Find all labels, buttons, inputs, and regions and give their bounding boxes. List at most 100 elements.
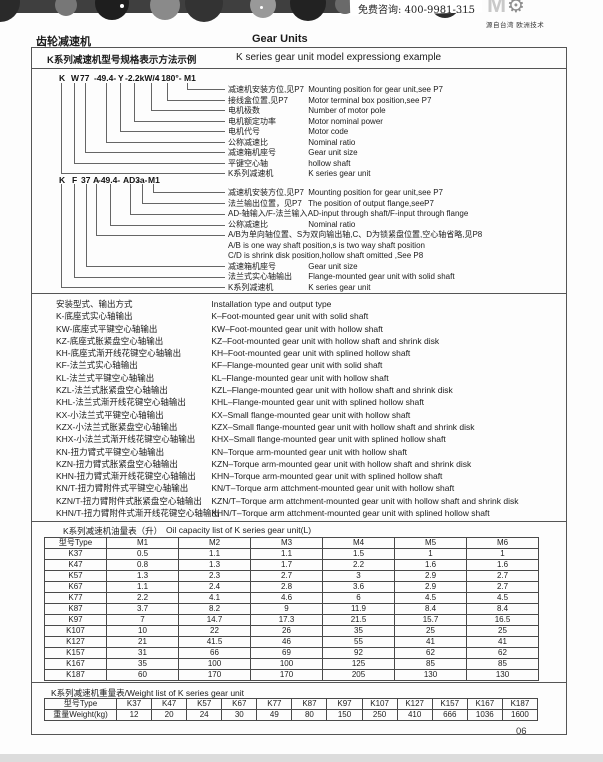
connector-line	[120, 83, 225, 132]
weight-table: 型号Type K37 K47 K57 K67 K77 K87 K97 K107 K127 K157…	[44, 698, 539, 721]
oil-table-row: K127 21 41.5 46 55 41 41	[44, 636, 539, 648]
oil-table-type-cell: K97	[44, 614, 107, 626]
connector-line	[151, 83, 225, 111]
installation-row-en: KZ–Foot-mounted gear unit with hollow sh…	[211, 335, 440, 346]
code-label-cn: 减速机安装方位,见P7	[228, 188, 305, 197]
oil-table-value-cell: 205	[322, 669, 395, 681]
oil-table-value-cell: 2.2	[322, 559, 395, 571]
oil-table-value-cell: 22	[178, 625, 251, 637]
decorative-shape	[0, 0, 20, 22]
scan-edge-strip	[0, 754, 603, 762]
installation-row: KW-底座式平键空心轴输出 KW–Foot-mounted gear unit …	[56, 323, 518, 335]
connector-line	[84, 83, 225, 153]
model-code-part: - 180°-	[156, 73, 182, 83]
connector-line	[110, 184, 225, 226]
installation-row: KN-扭力臂式平键空心轴输出 KN–Torque arm-mounted gea…	[56, 446, 518, 458]
decorative-shape	[95, 0, 129, 20]
oil-table-value-cell: 41	[466, 636, 539, 648]
installation-row-en: K–Foot-mounted gear unit with solid shaf…	[211, 311, 369, 322]
code-label-row: 法兰式实心轴输出 Flange-mounted gear unit with s…	[228, 272, 468, 283]
code-label-cn: AD-轴输入/F-法兰输入	[228, 209, 308, 218]
weight-table-model-cell: K67	[221, 698, 258, 710]
installation-row-cn: KZN-扭力臂式胀紧盘空心轴输出	[56, 458, 178, 469]
connector-line	[73, 83, 225, 164]
oil-table-value-cell: 1.7	[250, 559, 323, 571]
oil-table-value-cell: 2.3	[178, 570, 251, 582]
divider	[32, 68, 566, 69]
brand-logo-letter: M	[487, 0, 507, 17]
weight-table-title: K系列减速机重量表/Weight list of K series gear u…	[51, 688, 245, 698]
connector-line	[61, 83, 225, 174]
connector-line	[61, 184, 225, 288]
code-label-en: K series gear unit	[308, 169, 371, 178]
oil-table-value-cell: 1.3	[106, 570, 179, 582]
weight-table-value-cell: 24	[186, 709, 223, 721]
code-label-cn: K系列减速机	[228, 282, 274, 292]
box-title-en: K series gear unit model expressiong exa…	[236, 52, 442, 63]
oil-table-type-cell: K67	[44, 581, 107, 593]
code-label-cn: 减速机安装方位,见P7	[228, 85, 305, 94]
oil-table-title-en: Oil capacity list of K series gear unit(…	[166, 525, 312, 535]
oil-table-row: K167 35 100 100 125 85 85	[44, 658, 539, 670]
code-label-row: A/B is one way shaft position,s is two w…	[228, 241, 468, 252]
installation-row-en: KHN/T–Torque arm attchment-mounted gear …	[211, 508, 490, 519]
oil-table-title-cn: K系列减速机油量表（升）	[63, 526, 163, 536]
installation-row-cn: KZX-小法兰式胀紧盘空心轴输出	[56, 421, 178, 432]
oil-table-value-cell: 66	[178, 647, 251, 659]
oil-table-value-cell: 26	[250, 625, 323, 637]
oil-table-value-cell: 4.1	[178, 592, 251, 604]
code-label-cn: 电机额定功率	[228, 116, 276, 126]
decorative-dot	[260, 6, 263, 9]
installation-row-en: KZL–Flange-mounted gear unit with hollow…	[211, 385, 453, 396]
oil-table-value-cell: 25	[466, 625, 539, 637]
oil-table-value-cell: 21.5	[322, 614, 395, 626]
oil-table-row: K187 60 170 170 205 130 130	[44, 669, 539, 681]
oil-table-value-cell: 11.9	[322, 603, 395, 615]
model-code-part: Y	[118, 73, 124, 83]
oil-table-type-cell: K47	[44, 559, 107, 571]
model-code-part: A	[93, 175, 100, 185]
installation-row-en: KH–Foot-mounted gear unit with splined h…	[211, 348, 411, 359]
weight-table-model-row: 型号Type K37 K47 K57 K67 K77 K87 K97 K107 K127 K157…	[44, 698, 539, 710]
oil-table-type-cell: K107	[44, 625, 107, 637]
oil-table-value-cell: 35	[106, 658, 179, 670]
oil-table-row: K47 0.8 1.3 1.7 2.2 1.6 1.6	[44, 559, 539, 571]
code1-labels: 减速机安装方位,见P7 Mounting position for gear u…	[228, 85, 443, 180]
oil-table-header-row: 型号Type M1 M2 M3 M4 M5 M6	[44, 537, 539, 549]
code-label-en: K series gear unit	[308, 282, 371, 292]
decorative-shape	[55, 0, 77, 16]
installation-row-en: KN–Torque arm-mounted gear unit with hol…	[211, 446, 407, 457]
oil-table-value-cell: 1.5	[322, 548, 395, 560]
installation-row-en: KX–Small flange-mounted gear unit with h…	[211, 409, 411, 420]
decorative-shape	[150, 0, 180, 20]
connector-line	[95, 184, 225, 236]
oil-table-body: K37 0.5 1.1 1.1 1.5 1 1 K47 0.8 1.3 1.7 …	[44, 548, 539, 681]
oil-table-header-cell: M4	[322, 537, 395, 549]
oil-table-value-cell: 21	[106, 636, 179, 648]
oil-table-type-cell: K57	[44, 570, 107, 582]
oil-table-header-cell: M5	[394, 537, 467, 549]
weight-table-model-cell: K167	[466, 698, 503, 710]
weight-table-model-cell: K37	[115, 698, 153, 710]
installation-row-en: KZN–Torque arm-mounted gear unit with ho…	[211, 458, 472, 469]
weight-table-model-cell: K57	[186, 698, 223, 710]
code-label-cn: 减速箱机座号	[228, 261, 276, 271]
model-code-part: M1	[184, 73, 196, 83]
gear-icon: ⚙	[507, 0, 525, 17]
code-label-en: Motor code	[308, 127, 349, 136]
oil-table-value-cell: 16.5	[466, 614, 539, 626]
installation-row-en: KHX–Small flange-mounted gear unit with …	[211, 434, 446, 445]
oil-table-value-cell: 3.7	[106, 603, 179, 615]
oil-table-value-cell: 1.1	[106, 581, 179, 593]
installation-row: KZ-底座式胀紧盘空心轴输出 KZ–Foot-mounted gear unit…	[56, 335, 518, 347]
oil-table-value-cell: 15.7	[394, 614, 467, 626]
code-label-cn: C/D is shrink disk position,hollow shaft…	[228, 251, 424, 260]
installation-row: KH-底座式渐开线花键空心轴输出 KH–Foot-mounted gear un…	[56, 347, 518, 359]
weight-table-value-cell: 80	[291, 709, 328, 721]
model-code-part: -2.2kW/4	[125, 73, 160, 83]
divider	[32, 682, 566, 683]
model-code-part: K	[59, 175, 66, 185]
installation-row-cn: KHL-法兰式渐开线花键空心轴输出	[56, 397, 186, 408]
code-label-en: Motor terminal box position,see P7	[308, 95, 432, 105]
